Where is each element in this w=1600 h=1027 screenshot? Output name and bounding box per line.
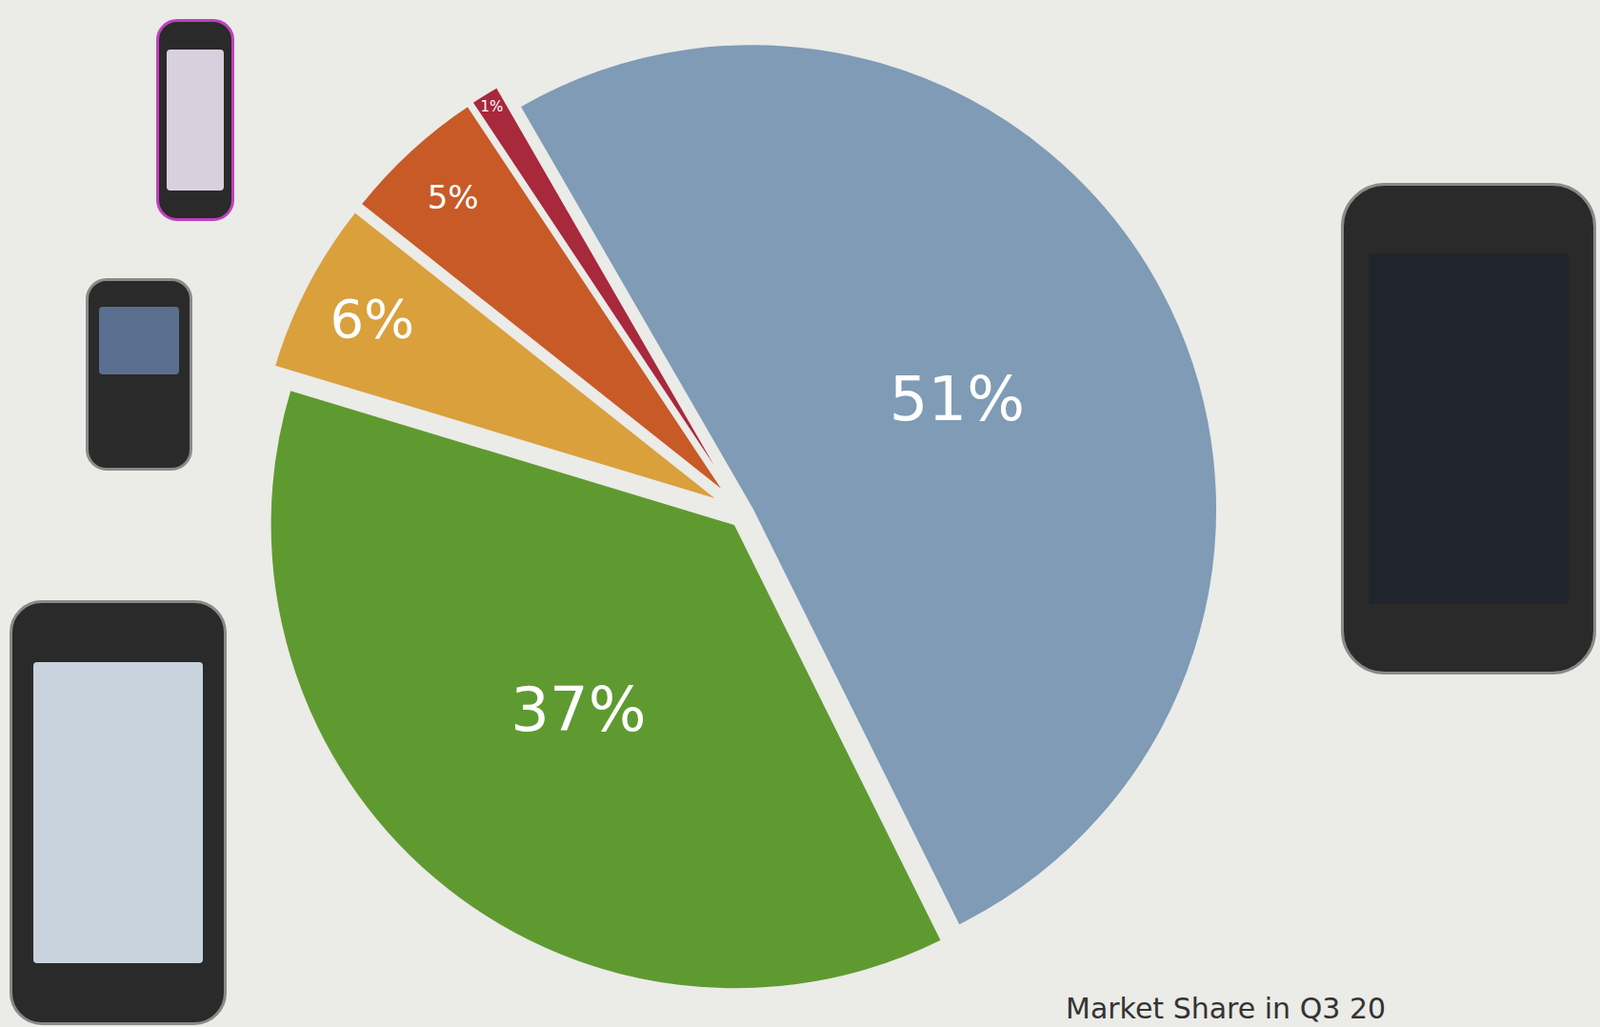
- svg-text:51%: 51%: [889, 363, 1025, 435]
- svg-text:37%: 37%: [510, 674, 646, 745]
- svg-text:Market Share in Q3 20: Market Share in Q3 20: [1065, 991, 1386, 1025]
- svg-text:1%: 1%: [480, 98, 503, 116]
- svg-text:6%: 6%: [329, 287, 415, 350]
- svg-text:5%: 5%: [427, 178, 480, 217]
